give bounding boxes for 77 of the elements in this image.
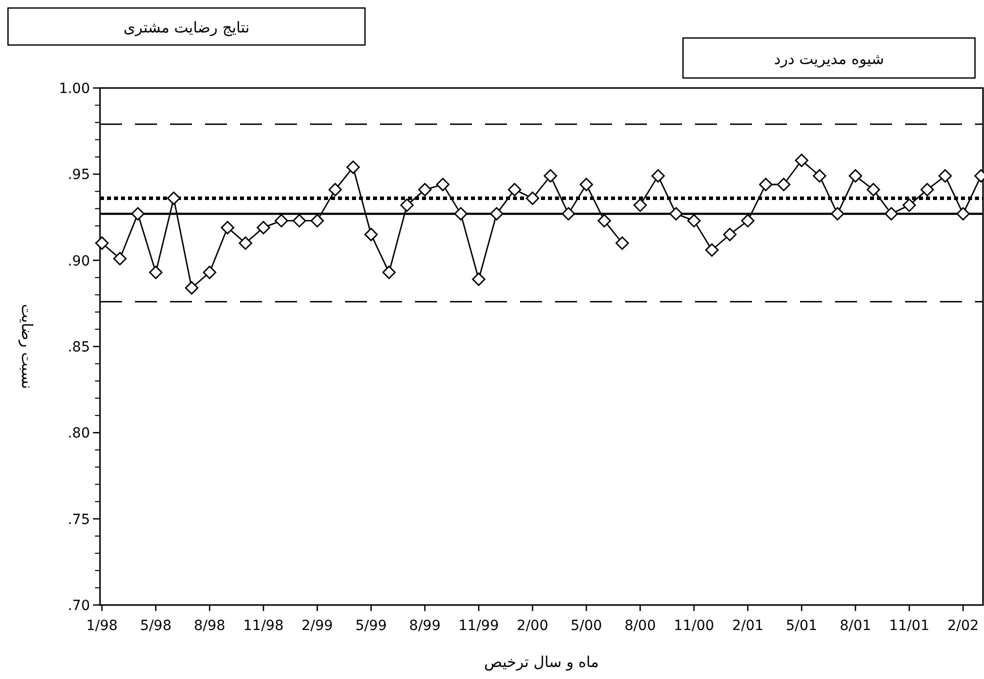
- y-tick-label: .80: [68, 426, 90, 442]
- point: [866, 182, 880, 196]
- point: [418, 182, 432, 196]
- point: [184, 281, 198, 295]
- point: [651, 169, 665, 183]
- point: [149, 266, 162, 280]
- point: [346, 160, 360, 174]
- point: [616, 236, 629, 250]
- y-axis-title: نسبت رضایت: [18, 304, 36, 390]
- point: [328, 182, 342, 196]
- y-tick-label: .95: [68, 167, 90, 184]
- point: [220, 220, 234, 234]
- x-axis-title: ماه و سال ترخیص: [484, 653, 599, 671]
- point: [633, 198, 647, 212]
- x-tick-label: 8/98: [194, 618, 226, 634]
- x-tick-label: 2/02: [947, 618, 979, 634]
- point: [526, 192, 540, 205]
- x-tick-label: 11/00: [674, 618, 714, 634]
- y-tick-label: .75: [68, 512, 90, 528]
- point: [167, 192, 180, 205]
- x-tick-label: 8/99: [409, 618, 441, 634]
- y-tick-label: .70: [68, 598, 90, 614]
- point: [920, 182, 934, 196]
- x-tick-label: 11/01: [889, 618, 930, 634]
- point: [759, 178, 772, 192]
- point: [131, 207, 145, 221]
- point: [508, 182, 522, 196]
- point: [382, 266, 396, 280]
- point: [113, 252, 127, 266]
- point: [400, 198, 414, 212]
- x-tick-label: 5/99: [355, 618, 387, 634]
- x-tick-label: 5/00: [570, 618, 602, 634]
- point: [812, 169, 826, 183]
- point: [687, 214, 701, 228]
- point: [238, 236, 252, 250]
- point: [454, 207, 468, 221]
- x-tick-label: 1/98: [86, 618, 118, 634]
- point: [544, 169, 558, 183]
- x-tick-label: 11/99: [458, 618, 499, 634]
- x-tick-label: 5/98: [140, 618, 172, 634]
- point: [310, 214, 324, 228]
- point: [95, 236, 109, 250]
- point: [202, 266, 216, 280]
- point: [598, 214, 611, 228]
- point: [902, 198, 916, 212]
- point: [705, 243, 719, 257]
- point: [436, 178, 450, 192]
- x-tick-label: 2/01: [732, 618, 764, 634]
- point: [256, 220, 270, 234]
- y-tick-label: .90: [68, 253, 90, 270]
- point: [776, 178, 790, 192]
- text: شیوه مدیریت درد: [774, 50, 884, 68]
- point: [956, 207, 970, 221]
- point: [274, 214, 288, 228]
- point: [884, 207, 898, 221]
- x-tick-label: 8/00: [624, 618, 656, 634]
- point: [562, 207, 576, 221]
- point: [830, 207, 844, 221]
- x-tick-label: 8/01: [840, 618, 872, 634]
- point: [794, 154, 808, 168]
- point: [490, 207, 504, 221]
- x-tick-label: 2/00: [516, 618, 548, 634]
- x-tick-label: 2/99: [302, 618, 333, 634]
- x-tick-label: 11/98: [243, 618, 284, 634]
- point: [364, 228, 378, 242]
- point: [741, 214, 755, 228]
- point: [848, 169, 862, 183]
- point: [292, 214, 306, 228]
- x-tick-label: 5/01: [786, 618, 818, 634]
- point: [723, 228, 737, 242]
- point: [938, 169, 952, 183]
- point: [472, 272, 486, 286]
- text: نتایج رضایت مشتری: [123, 18, 250, 36]
- point: [669, 207, 683, 221]
- point: [580, 178, 594, 192]
- y-tick-label: 1.00: [58, 81, 90, 97]
- y-tick-label: .85: [68, 340, 90, 356]
